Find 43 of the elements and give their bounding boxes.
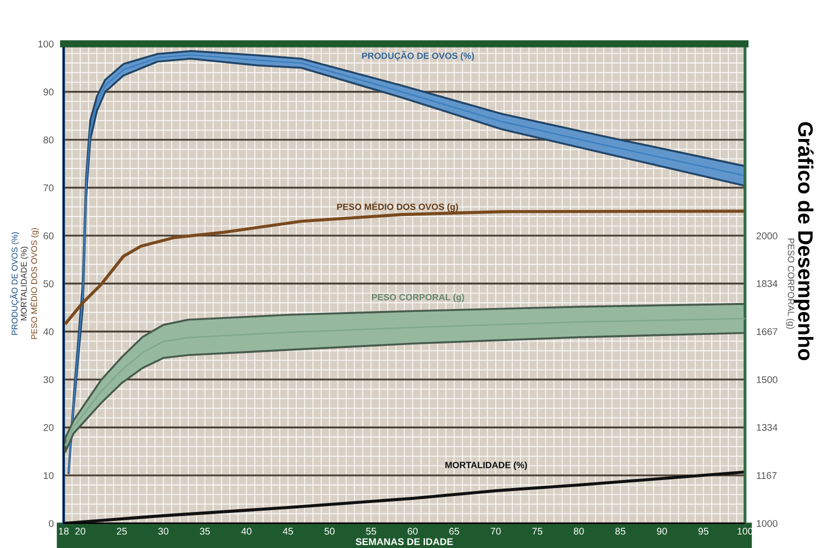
x-tick-label: 40 — [241, 528, 252, 535]
x-tick-label: 20 — [75, 528, 86, 535]
x-tick-label: 55 — [366, 528, 376, 535]
x-tick-label: 35 — [200, 528, 210, 535]
y-tick-label: 40 — [43, 328, 54, 336]
y-tick-label: 30 — [43, 376, 54, 384]
text: MORTALIDADE (%) — [445, 462, 527, 470]
x-tick-label: 60 — [408, 528, 418, 535]
y2-tick-label: 1667 — [756, 328, 778, 336]
text: PESO CORPORAL (g) — [372, 294, 464, 302]
y-tick-label: 20 — [44, 424, 54, 432]
x-tick-label: 80 — [574, 528, 584, 535]
y-tick-label: 80 — [44, 136, 54, 144]
y-axis-title: PRODUÇÃO DE OVOS (%) MORTALIDADE (%) PESO MÉDIO DOS OVOS (g) — [10, 228, 39, 339]
x-tick-label: 25 — [116, 528, 127, 535]
y2-tick-label: 1334 — [756, 424, 778, 431]
x-tick-label: 90 — [656, 528, 667, 535]
y-tick-label: 60 — [44, 232, 54, 240]
y2-tick-label: 1000 — [756, 520, 778, 527]
y2-tick-label: 1167 — [756, 472, 777, 479]
x-tick-label: 18 — [58, 528, 69, 535]
y-tick-label: 90 — [44, 88, 54, 96]
x-tick-label: 50 — [324, 528, 335, 535]
y-tick-label: 0 — [48, 520, 54, 527]
x-tick-label: 85 — [615, 528, 626, 535]
y2-tick-label: 1500 — [756, 376, 778, 384]
text: Gráfico de Desempenho — [794, 122, 814, 360]
x-tick-label: 95 — [698, 528, 708, 535]
x-tick-label: 30 — [158, 528, 168, 535]
y2-tick-label: 1834 — [756, 280, 778, 288]
x-tick-label: 45 — [282, 528, 293, 535]
text: PRODUÇÃO DE OVOS (%) — [362, 50, 474, 61]
y2-axis-title: PESO CORPORAL (g) — [786, 238, 794, 329]
y-tick-label: 70 — [44, 184, 54, 192]
y2-tick-label: 2000 — [756, 232, 778, 240]
x-tick-label: 65 — [449, 528, 460, 535]
y-tick-label: 50 — [44, 280, 54, 288]
x-axis-title: SEMANAS DE IDADE — [356, 538, 453, 546]
y-tick-label: 100 — [38, 40, 54, 48]
y-tick-label: 10 — [44, 472, 54, 480]
x-tick-label: 70 — [490, 528, 501, 535]
series-label: PESO MÉDIO DOS OVOS (g) — [337, 202, 458, 212]
x-tick-label: 75 — [532, 528, 542, 535]
